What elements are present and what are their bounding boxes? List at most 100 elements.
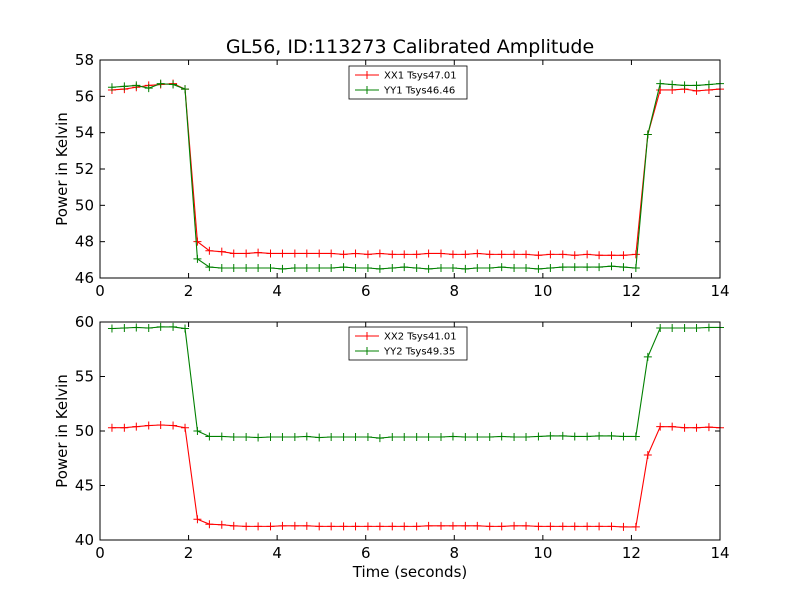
x-tick-label: 10 — [533, 282, 552, 300]
data-point — [619, 263, 628, 272]
data-point — [534, 251, 543, 260]
data-point — [643, 352, 652, 361]
data-point — [448, 521, 457, 530]
data-point — [583, 250, 592, 259]
y-tick-label: 52 — [75, 160, 94, 178]
data-point — [169, 80, 178, 89]
x-tick-label: 2 — [184, 282, 194, 300]
data-point — [448, 264, 457, 273]
data-point — [156, 421, 165, 430]
y-tick-label: 58 — [75, 51, 94, 69]
data-point — [302, 249, 311, 258]
x-tick-label: 8 — [450, 544, 460, 562]
data-point — [461, 432, 470, 441]
data-point — [120, 323, 129, 332]
data-point — [290, 249, 299, 258]
data-point — [473, 432, 482, 441]
series-2 — [107, 79, 724, 273]
data-point — [242, 432, 251, 441]
data-point — [546, 264, 555, 273]
data-point — [534, 264, 543, 273]
y-tick-label: 48 — [75, 233, 94, 251]
data-point — [339, 263, 348, 272]
data-point — [437, 264, 445, 273]
x-tick-label: 2 — [184, 544, 194, 562]
data-point — [156, 322, 165, 331]
data-point — [290, 521, 299, 530]
series-2 — [107, 322, 724, 443]
data-point — [595, 522, 604, 531]
data-point — [570, 432, 579, 441]
data-point — [278, 249, 287, 258]
data-point — [424, 249, 433, 258]
data-point — [229, 249, 238, 258]
legend: XX1 Tsys47.01 YY1 Tsys46.46 — [348, 65, 468, 100]
data-point — [558, 263, 567, 272]
data-point — [570, 522, 579, 531]
data-point — [692, 423, 701, 432]
data-point — [339, 432, 348, 441]
data-point — [510, 250, 519, 259]
data-point — [570, 263, 579, 272]
data-point — [120, 423, 129, 432]
data-point — [522, 264, 531, 273]
data-point — [242, 249, 251, 258]
data-point — [704, 80, 713, 89]
data-point — [290, 264, 299, 273]
y-tick-label: 60 — [75, 313, 94, 331]
data-point — [193, 237, 202, 246]
data-point — [351, 522, 360, 531]
legend-label: YY2 Tsys49.35 — [383, 347, 455, 358]
legend-frame — [348, 326, 468, 361]
y-axis-label: Power in Kelvin — [53, 374, 71, 488]
data-point — [583, 263, 592, 272]
data-point — [363, 264, 372, 273]
x-tick-label: 4 — [272, 282, 282, 300]
data-point — [205, 520, 214, 529]
data-point — [522, 250, 531, 259]
data-point — [132, 81, 141, 90]
data-point — [607, 522, 616, 531]
data-point — [205, 432, 214, 441]
data-point — [485, 250, 494, 259]
x-tick-label: 12 — [622, 544, 641, 562]
data-point — [692, 323, 701, 332]
data-point — [631, 522, 640, 531]
data-point — [558, 522, 567, 531]
data-point — [448, 250, 457, 259]
data-point — [193, 515, 202, 524]
data-point — [315, 264, 324, 273]
data-point — [363, 250, 372, 259]
data-point — [473, 521, 482, 530]
data-point — [692, 81, 701, 90]
legend-label: YY1 Tsys46.46 — [383, 86, 455, 97]
data-point — [315, 522, 324, 531]
data-point — [375, 434, 384, 443]
data-point — [278, 521, 287, 530]
data-point — [254, 264, 263, 273]
data-point — [570, 251, 579, 260]
data-point — [107, 83, 116, 92]
data-point — [363, 432, 372, 441]
data-point — [278, 264, 287, 273]
data-point — [400, 432, 409, 441]
data-point — [400, 522, 409, 531]
data-point — [217, 520, 226, 529]
data-point — [217, 247, 226, 256]
legend-item: XX1 Tsys47.01 — [355, 71, 457, 82]
data-point — [375, 249, 384, 258]
y-tick-label: 56 — [75, 87, 94, 105]
data-point — [424, 264, 433, 273]
x-tick-label: 10 — [533, 544, 552, 562]
legend-marker — [363, 71, 371, 79]
legend-label: XX1 Tsys47.01 — [384, 71, 457, 82]
data-point — [351, 264, 360, 273]
x-axis-label: Time (seconds) — [352, 563, 468, 581]
data-point — [680, 323, 689, 332]
data-point — [388, 522, 397, 531]
x-tick-label: 0 — [95, 544, 105, 562]
data-point — [412, 264, 421, 273]
data-point — [534, 522, 543, 531]
data-point — [388, 264, 397, 273]
